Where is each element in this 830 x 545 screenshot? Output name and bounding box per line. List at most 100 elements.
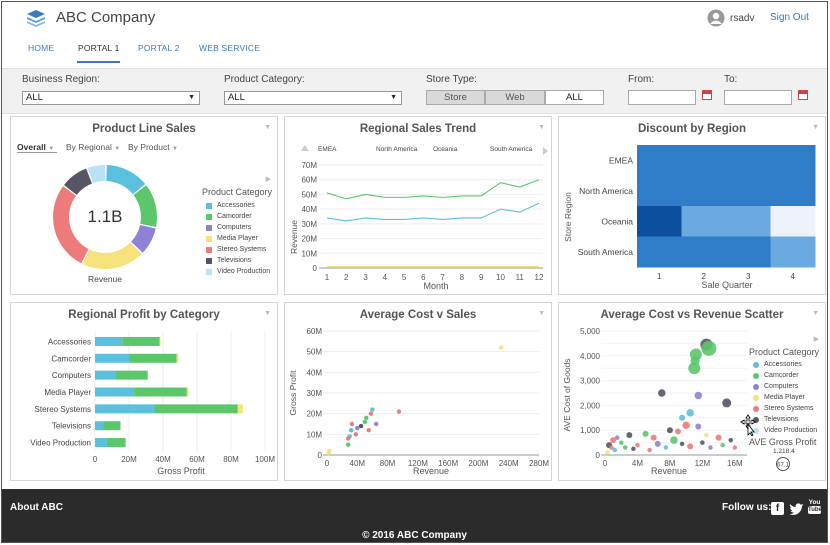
- scroll-up-icon[interactable]: [301, 145, 309, 151]
- y-tick-label: 40M: [306, 368, 322, 377]
- legend-item-video-production[interactable]: Video Production: [206, 266, 270, 277]
- panel-menu-icon[interactable]: ▼: [538, 124, 545, 131]
- facebook-icon[interactable]: f: [771, 502, 784, 515]
- tab-overall[interactable]: Overall ▼: [17, 142, 58, 153]
- x-tick-label: 40M: [350, 459, 366, 468]
- bar-camcorder-b: [129, 353, 177, 363]
- x-tick-label: 60M: [189, 455, 205, 464]
- twitter-icon[interactable]: [789, 502, 804, 515]
- bar-computers-a: [95, 370, 116, 380]
- legend-item-televisions[interactable]: Televisions: [753, 414, 817, 425]
- bubble-point: [647, 447, 652, 453]
- nav-portal-1[interactable]: PORTAL 1: [78, 43, 120, 53]
- bar-accessories-a: [95, 336, 123, 346]
- user-avatar-icon[interactable]: [707, 9, 725, 27]
- heatmap-cell: [726, 206, 771, 237]
- youtube-icon[interactable]: You Tube: [808, 499, 822, 514]
- panel-menu-icon[interactable]: ▼: [812, 310, 819, 317]
- panel-menu-icon[interactable]: ▼: [538, 310, 545, 317]
- legend-swatch: [753, 416, 759, 423]
- bubble-point: [610, 437, 617, 444]
- tab-by-product[interactable]: By Product ▼: [128, 142, 178, 152]
- x-tick-label: 160M: [438, 459, 458, 468]
- panel-menu-icon[interactable]: ▼: [264, 310, 271, 317]
- legend-label: Stereo Systems: [217, 246, 267, 253]
- from-calendar-icon[interactable]: [702, 90, 712, 100]
- region-label-oceania: Oceania: [433, 146, 458, 153]
- nav-web-service[interactable]: WEB SERVICE: [199, 43, 261, 53]
- legend-item-accessories[interactable]: Accessories: [753, 359, 817, 370]
- legend-item-computers[interactable]: Computers: [753, 381, 817, 392]
- bar-video-production-a: [95, 438, 107, 448]
- legend-expand-icon[interactable]: ▶: [265, 176, 271, 183]
- company-logo-icon: [27, 10, 45, 27]
- y-tick-label: 10M: [306, 430, 322, 439]
- bubble-point: [728, 437, 734, 443]
- scatter-point: [362, 419, 368, 425]
- panel-menu-icon[interactable]: ▼: [812, 124, 819, 131]
- bubble-point: [720, 442, 725, 448]
- heatmap-cell: [770, 175, 816, 207]
- scatter-point: [327, 448, 332, 454]
- x-tick-label: 11: [516, 273, 525, 282]
- scatter-point: [349, 421, 355, 427]
- nav-home[interactable]: HOME: [28, 43, 55, 53]
- filter-bar: Business Region: ALL ▼ Product Category:…: [2, 68, 827, 114]
- tab-by-regional[interactable]: By Regional ▼: [66, 142, 121, 152]
- product-line-sales-panel: Product Line Sales ▼ Overall ▼ By Region…: [10, 116, 278, 295]
- legend-item-camcorder[interactable]: Camcorder: [206, 211, 270, 222]
- bubble-point: [708, 445, 713, 450]
- heatmap-cell: [770, 236, 816, 268]
- from-date-input[interactable]: [628, 90, 696, 105]
- discount-by-region-panel: Discount by Region ▼ EMEA North America Oc…: [558, 116, 826, 295]
- bar-chart: 0 20M 40M 60M 80M 100M Accessories Camcorder Com…: [30, 331, 275, 476]
- to-calendar-icon[interactable]: [798, 90, 808, 100]
- legend-item-media-player[interactable]: Media Player: [206, 233, 270, 244]
- bar-televisions-a: [95, 421, 104, 431]
- legend-item-video-production[interactable]: Video Production: [753, 425, 817, 436]
- bubble-point: [695, 423, 702, 430]
- from-label: From:: [628, 74, 655, 85]
- store-type-store[interactable]: Store: [426, 90, 485, 105]
- store-type-web[interactable]: Web: [485, 90, 545, 105]
- x-tick-label: 40M: [155, 455, 171, 464]
- panel-title: Average Cost vs Revenue Scatter: [600, 309, 784, 321]
- about-link[interactable]: About ABC: [10, 502, 63, 513]
- region-label-south-america: South America: [490, 146, 533, 153]
- nav-portal-2[interactable]: PORTAL 2: [138, 43, 180, 53]
- product-category-select[interactable]: ALL ▼: [224, 91, 402, 105]
- donut-slice-computers: [131, 224, 156, 253]
- scatter-point: [346, 442, 351, 447]
- legend-label: Media Player: [764, 394, 805, 401]
- store-type-all[interactable]: ALL: [545, 90, 604, 105]
- donut-slice-accessories: [106, 165, 146, 195]
- sign-out-link[interactable]: Sign Out: [770, 12, 809, 23]
- legend-expand-icon[interactable]: ▶: [813, 336, 819, 343]
- legend-swatch: [206, 235, 212, 242]
- legend-item-stereo-systems[interactable]: Stereo Systems: [206, 244, 270, 255]
- y-tick-label: 10M: [301, 249, 317, 258]
- y-axis-title: Store Region: [563, 192, 573, 242]
- company-name: ABC Company: [56, 9, 156, 26]
- heatmap-cell: [770, 206, 816, 237]
- legend-swatch: [753, 361, 759, 368]
- y-tick-label: 2,000: [580, 401, 601, 410]
- panel-menu-icon[interactable]: ▼: [264, 124, 271, 131]
- legend-item-accessories[interactable]: Accessories: [206, 200, 270, 211]
- legend-item-stereo-systems[interactable]: Stereo Systems: [753, 403, 817, 414]
- business-region-select[interactable]: ALL ▼: [22, 91, 200, 105]
- legend-item-computers[interactable]: Computers: [206, 222, 270, 233]
- donut-slice-video-production: [87, 165, 106, 184]
- legend-label: Televisions: [764, 416, 799, 423]
- bubble-point: [688, 362, 701, 375]
- scroll-right-icon[interactable]: [543, 147, 548, 155]
- x-tick-label: 7: [440, 273, 445, 282]
- bubble-point: [626, 432, 633, 439]
- to-date-input[interactable]: [724, 90, 792, 105]
- legend-item-media-player[interactable]: Media Player: [753, 392, 817, 403]
- legend-item-camcorder[interactable]: Camcorder: [753, 370, 817, 381]
- legend-item-televisions[interactable]: Televisions: [206, 255, 270, 266]
- bar-camcorder-a: [95, 353, 129, 363]
- heatmap-cell: [726, 175, 771, 207]
